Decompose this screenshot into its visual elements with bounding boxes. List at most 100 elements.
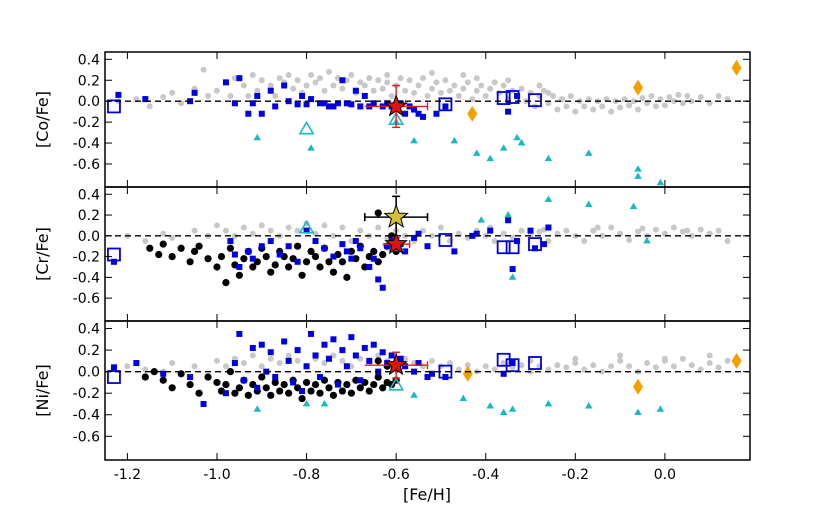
gray-star-point (370, 87, 377, 94)
blue-square-point (505, 108, 512, 115)
y-tick-label: 0.4 (78, 187, 100, 203)
blue-open-square-point (107, 99, 121, 114)
blue-square-point (303, 101, 310, 108)
gray-star-point (357, 227, 364, 234)
blue-square-point (110, 258, 117, 265)
gray-star-point (258, 77, 265, 84)
blue-square-point (299, 388, 306, 395)
blue-square-point (299, 92, 306, 99)
y-tick-label: -0.6 (73, 429, 100, 445)
blue-open-square-point (505, 90, 520, 104)
blue-square-point (428, 370, 435, 377)
blue-square-point (420, 113, 427, 120)
blue-square-point (339, 77, 346, 84)
blue-square-point (290, 379, 297, 386)
blue-square-point (500, 370, 507, 377)
blue-square-point (249, 344, 256, 351)
blue-square-point (321, 341, 328, 348)
black-circle-point (379, 384, 387, 392)
gray-star-point (222, 227, 229, 234)
blue-square-point (370, 341, 377, 348)
gray-star-point (276, 360, 283, 367)
gray-star-point (661, 102, 668, 109)
gray-star-point (124, 363, 131, 370)
gray-star-point (635, 228, 642, 235)
gray-star-point (442, 77, 449, 84)
blue-open-square-point (107, 247, 121, 262)
x-tick-label: -1.0 (203, 467, 230, 483)
gray-star-point (205, 92, 212, 99)
gray-star-point (379, 85, 386, 92)
gray-star-point (652, 103, 659, 110)
gray-star-point (285, 224, 292, 231)
gray-star-point (375, 77, 382, 84)
plot-area-co (105, 59, 750, 186)
gray-star-point (428, 232, 435, 239)
blue-square-point (258, 341, 265, 348)
blue-square-point (200, 400, 207, 407)
cyan-triangle-point (410, 136, 418, 144)
gray-star-point (339, 224, 346, 231)
blue-square-point (231, 100, 238, 107)
gray-star-point (437, 89, 444, 96)
blue-square-point (258, 110, 265, 117)
gray-star-point (724, 238, 731, 245)
cyan-triangle-point (486, 402, 495, 409)
gray-star-point (617, 352, 624, 359)
gray-star-point (594, 224, 601, 231)
black-circle-point (280, 380, 288, 389)
gray-star-point (258, 222, 265, 229)
blue-square-point (285, 357, 292, 364)
gray-star-point (724, 357, 731, 364)
y-tick-label: -0.4 (73, 408, 100, 424)
panel-frame-co (104, 51, 751, 188)
black-circle-point (329, 391, 338, 399)
x-axis-label: [Fe/H] (403, 485, 451, 504)
gray-star-point (267, 355, 274, 362)
gray-star-point (415, 82, 422, 89)
gray-star-point (572, 108, 579, 115)
plot-area-cr (105, 195, 750, 291)
blue-square-point (348, 255, 355, 262)
blue-square-point (424, 374, 431, 381)
blue-square-point (433, 110, 440, 117)
black-circle-point (302, 258, 311, 266)
black-circle-point (177, 244, 185, 252)
gray-star-point (330, 232, 337, 239)
y-tick-label: -0.2 (73, 115, 100, 131)
black-circle-point (150, 368, 158, 376)
gray-star-point (267, 82, 274, 89)
gray-star-point (402, 87, 409, 94)
gray-star-point (652, 226, 659, 233)
black-circle-point (168, 384, 176, 392)
black-circle-point (168, 252, 176, 261)
black-circle-point (325, 384, 333, 392)
blue-square-point (308, 330, 315, 337)
cyan-triangle-point (513, 133, 521, 141)
blue-open-square-point (505, 358, 520, 373)
gray-star-point (670, 98, 677, 105)
gray-star-point (276, 75, 283, 82)
blue-square-point (540, 241, 547, 248)
blue-square-point (545, 224, 552, 231)
x-axis: -1.2 -1.0 -0.8 -0.6 -0.4 -0.2 0.0 (114, 467, 676, 483)
y-tick-label: -0.4 (73, 136, 100, 152)
y-axis-label-co: [Co/Fe] (33, 91, 52, 148)
blue-square-point (361, 92, 368, 99)
black-circle-point (249, 263, 257, 271)
cyan-triangle-point (508, 273, 517, 280)
orange-diamond-point (633, 79, 644, 96)
x-tick-label: -0.4 (472, 467, 499, 483)
blue-square-point (294, 258, 301, 265)
gray-star-point (670, 224, 677, 231)
blue-square-point (388, 352, 395, 359)
cyan-triangle-point (459, 394, 468, 401)
gray-star-point (294, 227, 301, 234)
blue-square-point (133, 360, 140, 367)
blue-square-point (325, 355, 332, 362)
blue-square-point (330, 103, 337, 110)
black-circle-point (195, 389, 203, 397)
blue-square-point (231, 360, 238, 367)
gray-star-point (254, 87, 261, 94)
